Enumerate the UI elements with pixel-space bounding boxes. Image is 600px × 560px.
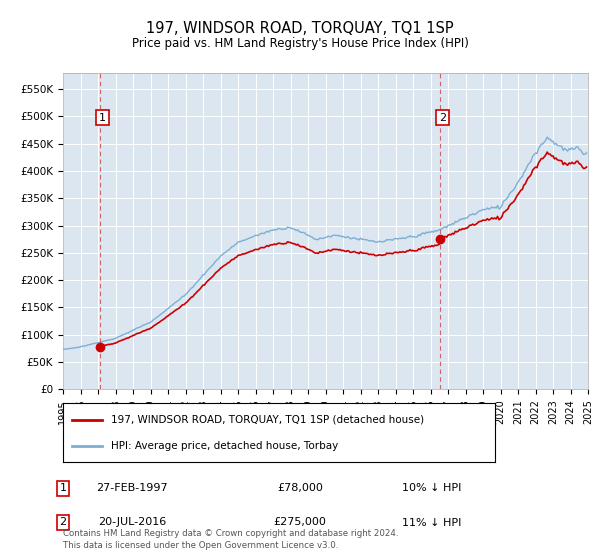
Text: 1: 1 bbox=[99, 113, 106, 123]
Text: 20-JUL-2016: 20-JUL-2016 bbox=[98, 517, 166, 528]
Text: 1: 1 bbox=[59, 483, 67, 493]
Text: 2: 2 bbox=[439, 113, 446, 123]
Text: 10% ↓ HPI: 10% ↓ HPI bbox=[403, 483, 461, 493]
Text: 27-FEB-1997: 27-FEB-1997 bbox=[96, 483, 168, 493]
Text: 197, WINDSOR ROAD, TORQUAY, TQ1 1SP: 197, WINDSOR ROAD, TORQUAY, TQ1 1SP bbox=[146, 21, 454, 36]
Text: HPI: Average price, detached house, Torbay: HPI: Average price, detached house, Torb… bbox=[110, 441, 338, 451]
Text: 2: 2 bbox=[59, 517, 67, 528]
Text: 11% ↓ HPI: 11% ↓ HPI bbox=[403, 517, 461, 528]
Text: Contains HM Land Registry data © Crown copyright and database right 2024.
This d: Contains HM Land Registry data © Crown c… bbox=[63, 529, 398, 550]
Text: Price paid vs. HM Land Registry's House Price Index (HPI): Price paid vs. HM Land Registry's House … bbox=[131, 37, 469, 50]
Text: £78,000: £78,000 bbox=[277, 483, 323, 493]
Text: 197, WINDSOR ROAD, TORQUAY, TQ1 1SP (detached house): 197, WINDSOR ROAD, TORQUAY, TQ1 1SP (det… bbox=[110, 414, 424, 424]
Text: £275,000: £275,000 bbox=[274, 517, 326, 528]
